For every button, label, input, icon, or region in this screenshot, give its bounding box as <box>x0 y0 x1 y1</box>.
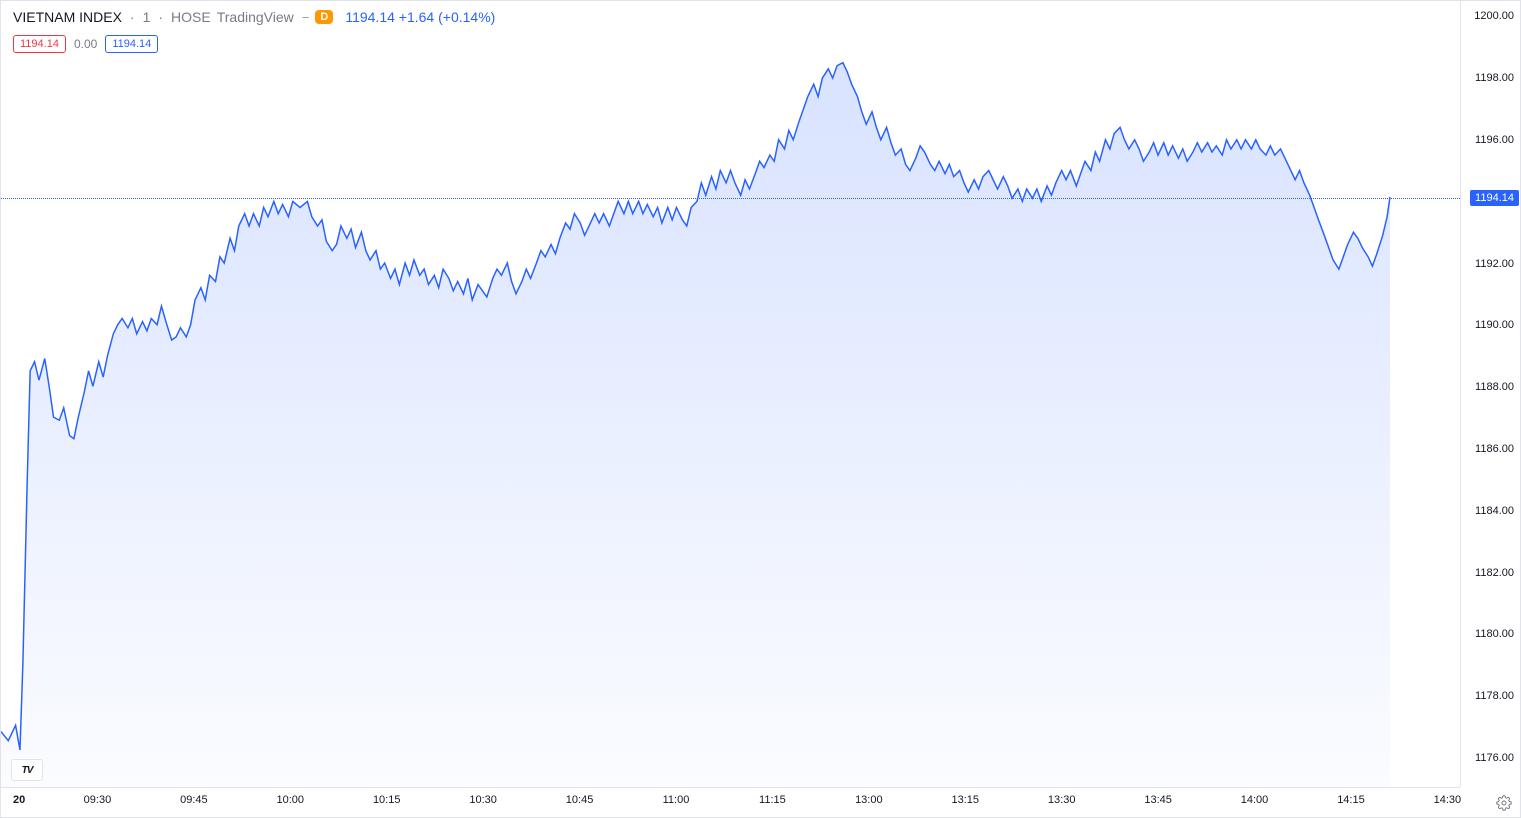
y-tick-label: 1200.00 <box>1474 10 1514 22</box>
gear-icon[interactable] <box>1496 795 1512 811</box>
current-price-line <box>1 198 1460 199</box>
y-tick-label: 1196.00 <box>1475 134 1514 146</box>
exchange-label: HOSE <box>171 9 211 25</box>
y-tick-label: 1178.00 <box>1475 690 1514 702</box>
pill-close: 1194.14 <box>105 35 158 53</box>
minus-icon: − <box>302 10 310 25</box>
pill-open: 1194.14 <box>13 35 66 53</box>
last-price: 1194.14 <box>345 9 395 25</box>
x-tick-label: 20 <box>13 794 25 806</box>
y-tick-label: 1182.00 <box>1475 567 1514 579</box>
y-tick-label: 1190.00 <box>1475 319 1514 331</box>
area-chart-svg <box>1 1 1460 787</box>
y-tick-label: 1192.00 <box>1475 258 1514 270</box>
x-tick-label: 11:00 <box>663 794 690 806</box>
y-tick-label: 1184.00 <box>1475 505 1514 517</box>
y-axis[interactable]: 1194.14 1176.00 1178.00 1180.00 1182.00 1184… <box>1460 1 1520 787</box>
chart-header: VIETNAM INDEX · 1 · HOSE TradingView − D… <box>13 9 495 25</box>
x-tick-label: 13:45 <box>1144 794 1172 806</box>
chart-container: VIETNAM INDEX · 1 · HOSE TradingView − D… <box>0 0 1521 818</box>
price-change: +1.64 <box>399 9 434 25</box>
pill-mid: 0.00 <box>74 37 97 51</box>
y-tick-label: 1180.00 <box>1475 628 1514 640</box>
interval-label[interactable]: 1 <box>143 9 151 25</box>
tradingview-logo-icon[interactable]: TV <box>11 759 43 781</box>
x-tick-label: 10:45 <box>566 794 594 806</box>
ohlc-display: 1194.14 +1.64 (+0.14%) <box>345 9 495 25</box>
delayed-badge: D <box>315 10 333 24</box>
y-tick-label: 1176.00 <box>1475 752 1514 764</box>
chart-plot-area[interactable] <box>1 1 1460 787</box>
separator-dot: · <box>158 9 163 25</box>
x-tick-label: 11:15 <box>759 794 786 806</box>
x-tick-label: 09:30 <box>84 794 112 806</box>
x-tick-label: 13:15 <box>951 794 979 806</box>
x-tick-label: 13:30 <box>1048 794 1076 806</box>
y-tick-label: 1186.00 <box>1475 443 1514 455</box>
y-tick-label: 1198.00 <box>1475 72 1514 84</box>
pill-row: 1194.14 0.00 1194.14 <box>13 35 158 53</box>
x-tick-label: 14:30 <box>1434 794 1462 806</box>
y-tick-label: 1188.00 <box>1475 381 1514 393</box>
separator-dot: · <box>130 9 135 25</box>
current-price-label: 1194.14 <box>1470 190 1519 206</box>
x-axis[interactable]: 20 09:30 09:45 10:00 10:15 10:30 10:45 11:00 11:… <box>1 787 1460 817</box>
source-label: TradingView <box>217 9 294 25</box>
x-tick-label: 10:30 <box>469 794 497 806</box>
x-tick-label: 14:00 <box>1241 794 1269 806</box>
symbol-title[interactable]: VIETNAM INDEX <box>13 9 122 25</box>
x-tick-label: 09:45 <box>180 794 208 806</box>
x-tick-label: 13:00 <box>855 794 883 806</box>
x-tick-label: 14:15 <box>1337 794 1365 806</box>
x-tick-label: 10:15 <box>373 794 401 806</box>
x-tick-label: 10:00 <box>277 794 305 806</box>
price-pct: (+0.14%) <box>438 9 495 25</box>
